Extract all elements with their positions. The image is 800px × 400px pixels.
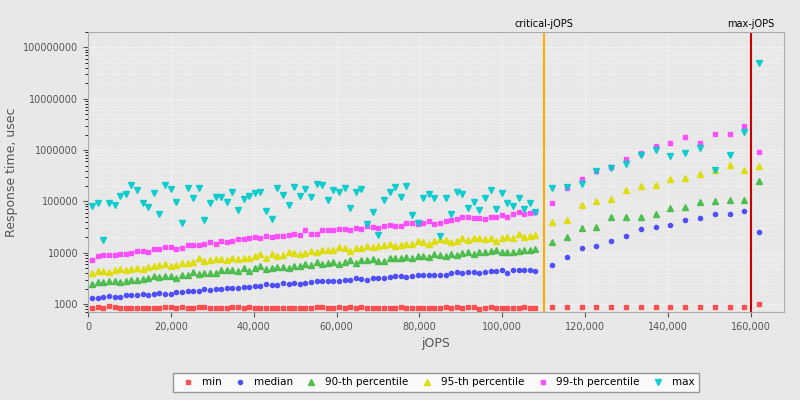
Y-axis label: Response time, usec: Response time, usec bbox=[5, 107, 18, 237]
max bbox=[98, 237, 108, 242]
95-th percentile bbox=[87, 270, 97, 275]
Legend: min, median, 90-th percentile, 95-th percentile, 99-th percentile, max: min, median, 90-th percentile, 95-th per… bbox=[174, 373, 698, 392]
median bbox=[452, 270, 462, 275]
99-th percentile bbox=[110, 253, 119, 258]
95-th percentile bbox=[725, 163, 734, 168]
90-th percentile bbox=[458, 251, 467, 256]
Text: max-jOPS: max-jOPS bbox=[727, 19, 774, 29]
Line: max: max bbox=[89, 60, 762, 243]
max bbox=[452, 190, 462, 194]
90-th percentile bbox=[480, 250, 490, 254]
median bbox=[754, 230, 764, 235]
95-th percentile bbox=[110, 268, 119, 272]
min bbox=[458, 306, 467, 310]
min bbox=[182, 305, 192, 310]
Line: 95-th percentile: 95-th percentile bbox=[90, 162, 762, 275]
95-th percentile bbox=[182, 260, 192, 265]
min bbox=[110, 305, 119, 310]
99-th percentile bbox=[458, 214, 467, 219]
max bbox=[115, 194, 125, 198]
99-th percentile bbox=[87, 258, 97, 262]
max bbox=[754, 60, 764, 65]
90-th percentile bbox=[754, 178, 764, 183]
min bbox=[87, 305, 97, 310]
90-th percentile bbox=[182, 272, 192, 277]
median bbox=[739, 209, 749, 214]
median bbox=[486, 268, 495, 273]
max bbox=[87, 204, 97, 209]
Line: median: median bbox=[90, 209, 762, 300]
median bbox=[87, 295, 97, 300]
max bbox=[480, 196, 490, 200]
median bbox=[93, 296, 102, 300]
90-th percentile bbox=[474, 249, 484, 254]
min bbox=[446, 306, 456, 310]
99-th percentile bbox=[474, 215, 484, 220]
max bbox=[486, 188, 495, 192]
min bbox=[754, 302, 764, 306]
median bbox=[115, 294, 125, 299]
95-th percentile bbox=[458, 236, 467, 241]
median bbox=[188, 289, 198, 294]
Text: critical-jOPS: critical-jOPS bbox=[514, 19, 573, 29]
Line: min: min bbox=[90, 302, 762, 311]
median bbox=[463, 270, 473, 274]
95-th percentile bbox=[754, 163, 764, 168]
max bbox=[188, 196, 198, 201]
95-th percentile bbox=[446, 240, 456, 245]
99-th percentile bbox=[182, 242, 192, 247]
max bbox=[463, 206, 473, 210]
95-th percentile bbox=[474, 235, 484, 240]
min bbox=[486, 305, 495, 310]
90-th percentile bbox=[110, 279, 119, 284]
90-th percentile bbox=[446, 252, 456, 256]
X-axis label: jOPS: jOPS bbox=[422, 337, 450, 350]
90-th percentile bbox=[87, 282, 97, 287]
95-th percentile bbox=[480, 237, 490, 242]
Line: 99-th percentile: 99-th percentile bbox=[90, 124, 762, 262]
99-th percentile bbox=[480, 216, 490, 221]
Line: 90-th percentile: 90-th percentile bbox=[90, 178, 762, 287]
min bbox=[474, 306, 484, 311]
99-th percentile bbox=[739, 124, 749, 128]
min bbox=[480, 306, 490, 310]
99-th percentile bbox=[754, 150, 764, 155]
median bbox=[480, 269, 490, 274]
99-th percentile bbox=[446, 218, 456, 222]
